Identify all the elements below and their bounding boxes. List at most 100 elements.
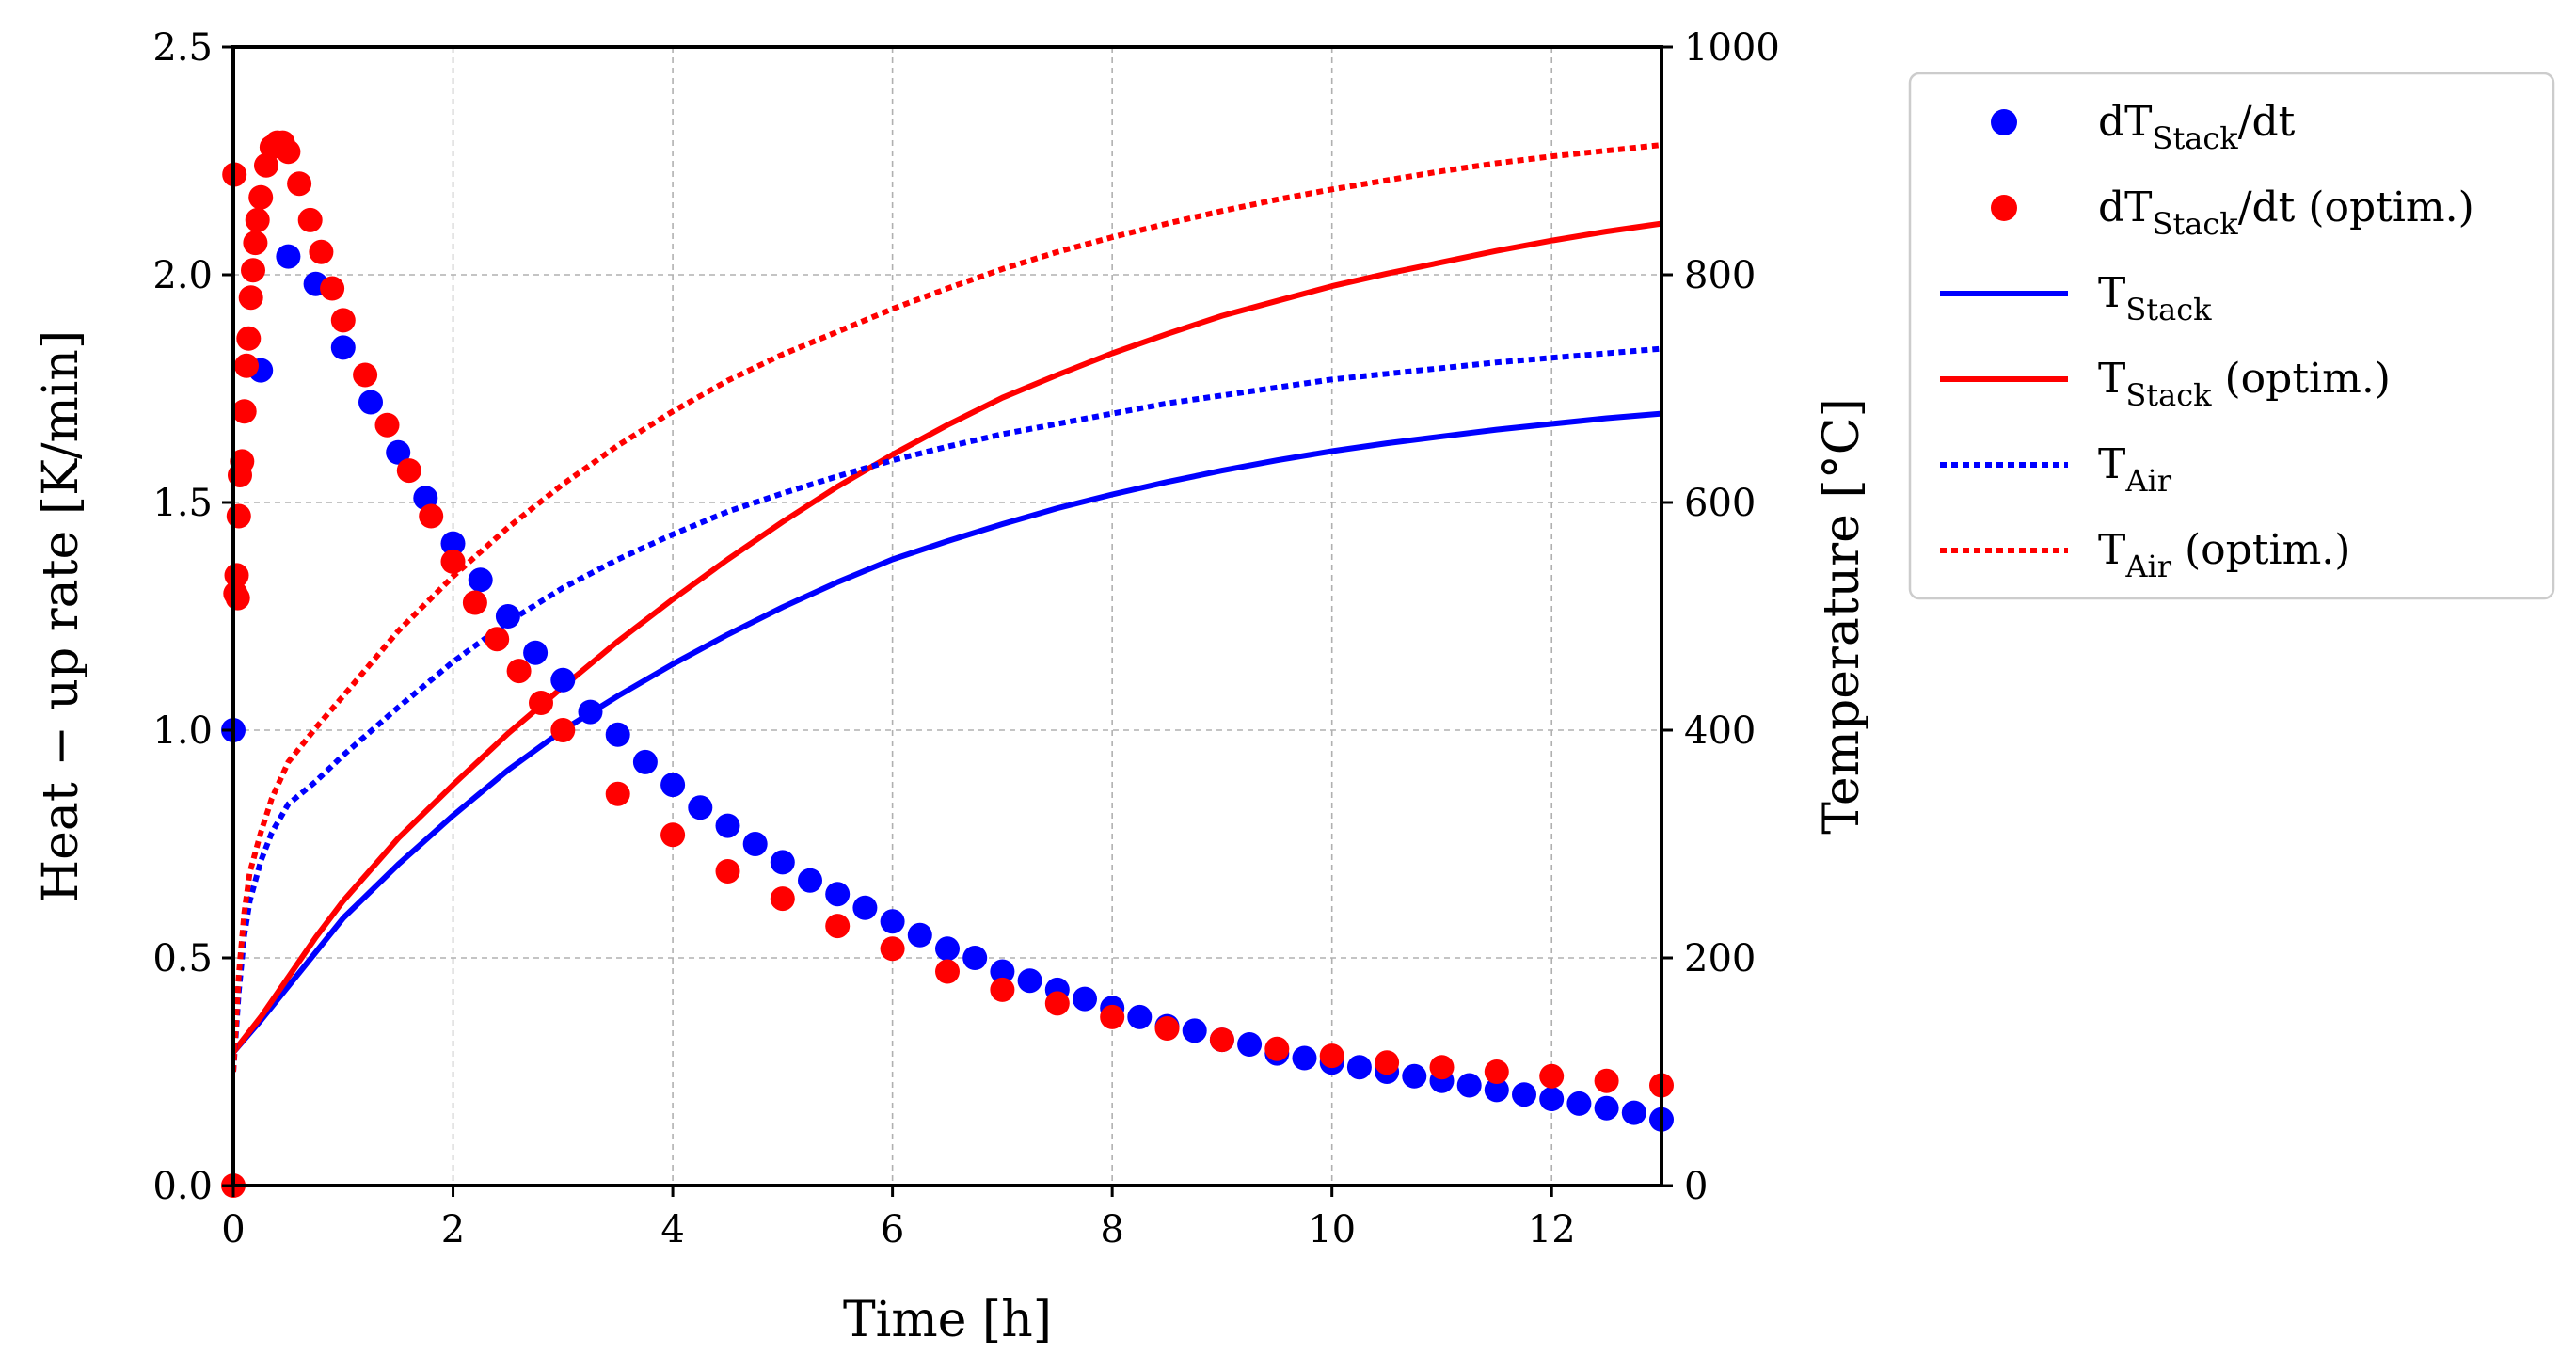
data-point [231,399,257,424]
data-point [1017,968,1042,994]
data-point [1237,1032,1263,1057]
data-point [358,390,383,415]
data-point [1484,1059,1509,1084]
legend-entry: dTStack/dt [1991,98,2296,156]
right-axis-label: Temperature [°C] [1814,398,1870,835]
data-point [506,659,532,684]
data-point [550,718,576,742]
data-point [962,946,988,970]
data-point [907,922,932,948]
data-point [1073,986,1097,1012]
series-points-dt-stack-dt [221,244,1674,1132]
legend-entry: TAir (optim.) [1940,526,2350,584]
data-point [241,258,265,283]
legend: dTStack/dt dTStack/dt (optim.) TStack TStac… [1908,72,2555,600]
data-point [309,239,334,264]
data-point [1044,991,1070,1016]
data-point [1100,1004,1125,1029]
data-point [468,567,493,593]
x-tick-label: 0 [221,1208,245,1251]
data-point [238,285,263,311]
left-tick-label: 2.5 [152,26,213,70]
data-point [1539,1087,1565,1111]
data-point [1566,1091,1592,1116]
data-point [935,959,960,984]
data-point [230,449,255,474]
data-point [715,813,740,838]
data-point [226,503,251,529]
legend-frame [1908,72,2555,600]
legend-label: TStack (optim.) [2098,355,2391,413]
data-point [419,503,444,529]
legend-entry: dTStack/dt (optim.) [1991,183,2474,242]
data-point [880,909,905,934]
x-axis-label: Time [h] [843,1292,1052,1348]
data-point [715,859,740,884]
data-point [935,936,960,962]
data-point [374,412,400,438]
plot-series [221,130,1674,1198]
data-point [852,895,878,920]
legend-entry: TStack [1940,269,2212,327]
legend-label: TAir [2098,440,2172,499]
legend-entry: TAir [1940,440,2172,499]
right-tick-label: 800 [1684,254,1756,297]
data-point [770,886,795,912]
data-point [1182,1018,1207,1043]
data-point [1429,1055,1455,1080]
series-line-t-air [231,345,1662,1073]
data-point [330,335,356,360]
data-point [440,531,466,556]
data-point [1594,1068,1619,1093]
data-point [1264,1036,1290,1061]
data-point [578,699,603,725]
data-point [550,667,576,693]
right-axis-ticks: 0 200 400 600 800 1000 [1662,26,1780,1208]
data-point [234,353,259,378]
data-point [386,439,411,465]
left-tick-label: 2.0 [152,254,213,297]
data-point [529,691,553,715]
data-point [353,362,378,388]
data-point [688,795,713,820]
series-line-t-stack-optim- [231,220,1662,1055]
data-point [825,914,851,939]
data-point [236,326,262,351]
data-point [1319,1043,1344,1069]
data-point [1154,1016,1180,1041]
data-point [798,868,822,893]
data-point [1292,1045,1317,1071]
data-point [495,604,520,629]
x-tick-label: 6 [881,1208,904,1251]
left-tick-label: 0.5 [152,937,213,980]
data-point [1375,1050,1400,1075]
data-point [1512,1082,1536,1107]
data-point [1456,1073,1482,1098]
data-point [224,563,249,588]
gridlines [233,47,1662,1186]
left-tick-label: 0.0 [152,1165,213,1208]
legend-entry: TStack (optim.) [1940,355,2391,413]
series-line-t-air-optim- [231,142,1662,1073]
data-point [1484,1077,1509,1103]
left-tick-label: 1.0 [152,709,213,753]
data-point [225,585,250,611]
x-axis-ticks: 0 2 4 6 8 10 12 [221,1186,1576,1251]
data-point [770,850,795,875]
data-point [245,207,270,232]
legend-label: TAir (optim.) [2098,526,2350,584]
legend-label: dTStack/dt [2098,98,2296,156]
right-tick-label: 600 [1684,482,1756,525]
left-axis-ticks: 0.0 0.5 1.0 1.5 2.0 2.5 [152,26,233,1208]
legend-label: TStack [2098,269,2212,327]
data-point [605,781,630,806]
legend-marker-dot [1991,109,2017,135]
right-tick-label: 200 [1684,937,1756,980]
left-tick-label: 1.5 [152,482,213,525]
data-point [632,749,658,774]
data-point [330,308,356,333]
data-point [1402,1063,1427,1089]
data-point [1346,1055,1372,1080]
x-tick-label: 4 [660,1208,684,1251]
x-tick-label: 2 [441,1208,465,1251]
